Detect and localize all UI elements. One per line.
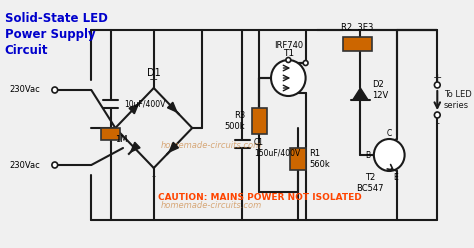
Circle shape (286, 58, 291, 62)
Polygon shape (129, 104, 138, 114)
Bar (252, 108, 267, 134)
Text: +: + (433, 73, 442, 83)
Text: CAUTION: MAINS POWER NOT ISOLATED: CAUTION: MAINS POWER NOT ISOLATED (158, 193, 361, 203)
Circle shape (271, 60, 306, 96)
Polygon shape (169, 142, 179, 152)
Text: E: E (393, 173, 398, 182)
Text: C1
150uF/400V: C1 150uF/400V (254, 138, 300, 158)
Circle shape (52, 87, 58, 93)
Text: -: - (435, 118, 439, 128)
Circle shape (52, 162, 58, 168)
Text: 230Vac: 230Vac (9, 160, 40, 169)
Polygon shape (131, 142, 140, 152)
Circle shape (434, 82, 440, 88)
Text: IRF740: IRF740 (274, 40, 303, 50)
Polygon shape (167, 102, 177, 112)
Text: R3
500k: R3 500k (225, 111, 245, 131)
Text: homemade-circuits.com: homemade-circuits.com (161, 141, 262, 150)
Text: T2
BC547: T2 BC547 (356, 173, 384, 193)
Circle shape (374, 139, 405, 171)
Text: R1
560k: R1 560k (310, 149, 330, 169)
Text: 230Vac: 230Vac (9, 86, 40, 94)
Text: C: C (387, 128, 392, 137)
Text: -: - (152, 171, 156, 181)
Circle shape (434, 112, 440, 118)
Text: B: B (365, 151, 370, 159)
Text: +: + (149, 75, 158, 85)
Circle shape (303, 61, 308, 65)
Text: 10uF/400V: 10uF/400V (124, 99, 165, 109)
Text: D1: D1 (147, 68, 161, 78)
Text: 1M: 1M (115, 135, 128, 145)
Text: D2
12V: D2 12V (372, 80, 388, 100)
Polygon shape (353, 88, 368, 100)
Bar (101, 128, 120, 140)
Text: To LED
series: To LED series (444, 90, 472, 110)
Text: Solid-State LED
Power Supply
Circuit: Solid-State LED Power Supply Circuit (5, 12, 108, 57)
Bar (343, 37, 372, 51)
Bar (290, 148, 306, 170)
Text: homemade-circuits.com: homemade-circuits.com (161, 200, 262, 210)
Text: R2  3E3: R2 3E3 (341, 23, 374, 31)
Text: T1: T1 (283, 49, 294, 58)
